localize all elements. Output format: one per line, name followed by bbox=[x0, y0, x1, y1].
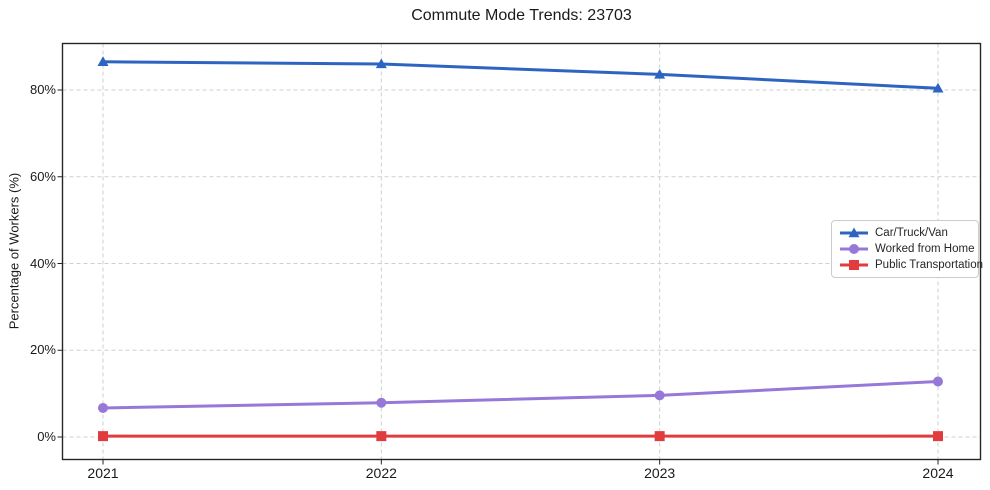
y-tick-label: 80% bbox=[29, 82, 56, 97]
legend-swatch-circle-icon bbox=[840, 244, 868, 254]
legend: Car/Truck/Van Worked from Home Public Tr… bbox=[831, 220, 983, 278]
legend-swatch-triangle-icon bbox=[840, 227, 868, 238]
legend-item-worked-from-home: Worked from Home bbox=[839, 242, 975, 256]
legend-item-car-truck-van: Car/Truck/Van bbox=[839, 226, 971, 240]
y-tick-label: 40% bbox=[29, 255, 56, 271]
y-tick-label: 20% bbox=[29, 342, 56, 358]
legend-label: Public Transportation bbox=[875, 259, 984, 271]
x-tick-label: 2024 bbox=[922, 465, 954, 481]
legend-item-public-transportation: Public Transportation bbox=[839, 258, 983, 272]
legend-label: Worked from Home bbox=[875, 243, 975, 255]
x-tick-label: 2023 bbox=[644, 465, 676, 481]
x-tick-label: 2021 bbox=[87, 465, 119, 481]
y-tick-label: 60% bbox=[29, 168, 56, 184]
chart-title: Commute Mode Trends: 23703 bbox=[411, 7, 632, 24]
x-tick-label: 2022 bbox=[365, 465, 397, 481]
y-tick-label: 0% bbox=[37, 429, 56, 444]
legend-swatch-square-icon bbox=[840, 260, 868, 270]
legend-label: Car/Truck/Van bbox=[875, 227, 948, 239]
